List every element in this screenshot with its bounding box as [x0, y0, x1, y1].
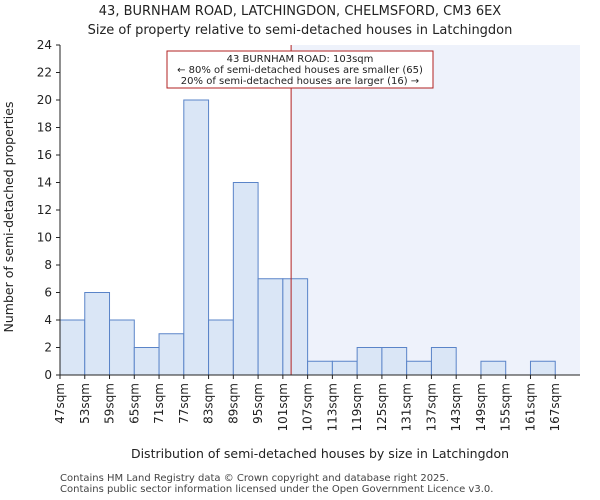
y-tick-label-14: 14 — [37, 176, 52, 190]
x-tick-label-89sqm: 89sqm — [226, 383, 240, 424]
x-tick-label-53sqm: 53sqm — [78, 383, 92, 424]
bar-65sqm — [133, 347, 160, 376]
larger-region-highlight — [291, 45, 580, 375]
bar-119sqm — [356, 347, 383, 376]
x-tick-label-59sqm: 59sqm — [103, 383, 117, 424]
y-tick-label-16: 16 — [37, 148, 52, 162]
x-tick-label-113sqm: 113sqm — [325, 383, 339, 431]
y-tick-label-12: 12 — [37, 203, 52, 217]
x-tick-label-77sqm: 77sqm — [177, 383, 191, 424]
y-tick-label-24: 24 — [37, 38, 52, 52]
bar-71sqm — [158, 333, 185, 376]
x-tick-label-47sqm: 47sqm — [53, 383, 67, 424]
bar-83sqm — [208, 319, 234, 376]
x-tick-label-125sqm: 125sqm — [375, 383, 389, 431]
bar-47sqm — [59, 319, 86, 376]
x-tick-label-131sqm: 131sqm — [400, 383, 414, 431]
x-tick-label-107sqm: 107sqm — [301, 383, 315, 431]
chart-title: 43, BURNHAM ROAD, LATCHINGDON, CHELMSFOR… — [0, 0, 600, 40]
footer: Contains HM Land Registry data © Crown c… — [60, 473, 493, 495]
x-axis-label: Distribution of semi-detached houses by … — [131, 446, 509, 461]
y-tick-label-2: 2 — [44, 341, 52, 355]
bar-137sqm — [430, 347, 457, 376]
bar-125sqm — [381, 347, 408, 376]
annotation-line-3: 20% of semi-detached houses are larger (… — [181, 76, 419, 87]
bar-89sqm — [232, 182, 259, 376]
bar-113sqm — [331, 360, 358, 376]
bar-161sqm — [529, 360, 556, 376]
bar-77sqm — [183, 99, 210, 376]
bar-53sqm — [84, 292, 111, 376]
annotation-line-2: ← 80% of semi-detached houses are smalle… — [177, 65, 423, 76]
bar-95sqm — [257, 278, 284, 376]
bar-101sqm — [282, 278, 309, 376]
x-tick-label-119sqm: 119sqm — [350, 383, 364, 431]
y-tick-label-0: 0 — [44, 368, 52, 382]
x-tick-label-137sqm: 137sqm — [424, 383, 438, 431]
bar-149sqm — [480, 360, 507, 376]
annotation-box — [166, 50, 434, 89]
x-tick-label-101sqm: 101sqm — [276, 383, 290, 431]
footer-line-1: Contains HM Land Registry data © Crown c… — [60, 473, 449, 484]
bar-131sqm — [406, 360, 432, 376]
y-tick-label-10: 10 — [37, 231, 52, 245]
x-tick-label-161sqm: 161sqm — [523, 383, 537, 431]
y-axis-label: Number of semi-detached properties — [1, 102, 16, 333]
y-tick-label-18: 18 — [37, 121, 52, 135]
bar-107sqm — [307, 360, 333, 376]
y-tick-label-8: 8 — [44, 258, 52, 272]
y-tick-label-4: 4 — [44, 313, 52, 327]
x-tick-label-65sqm: 65sqm — [127, 383, 141, 424]
footer-line-2: Contains public sector information licen… — [60, 484, 494, 495]
x-tick-label-155sqm: 155sqm — [499, 383, 513, 431]
x-tick-label-167sqm: 167sqm — [548, 383, 562, 431]
annotation-line-1: 43 BURNHAM ROAD: 103sqm — [227, 54, 374, 65]
x-tick-label-71sqm: 71sqm — [152, 383, 166, 424]
x-tick-label-95sqm: 95sqm — [251, 383, 265, 424]
y-tick-label-22: 22 — [37, 66, 52, 80]
title-line-1: 43, BURNHAM ROAD, LATCHINGDON, CHELMSFOR… — [98, 4, 502, 19]
x-tick-label-143sqm: 143sqm — [449, 383, 463, 431]
x-tick-label-83sqm: 83sqm — [202, 383, 216, 424]
bar-59sqm — [109, 319, 135, 376]
x-tick-label-149sqm: 149sqm — [474, 383, 488, 431]
title-line-2: Size of property relative to semi-detach… — [87, 23, 513, 38]
y-tick-label-20: 20 — [37, 93, 52, 107]
y-tick-label-6: 6 — [44, 286, 52, 300]
